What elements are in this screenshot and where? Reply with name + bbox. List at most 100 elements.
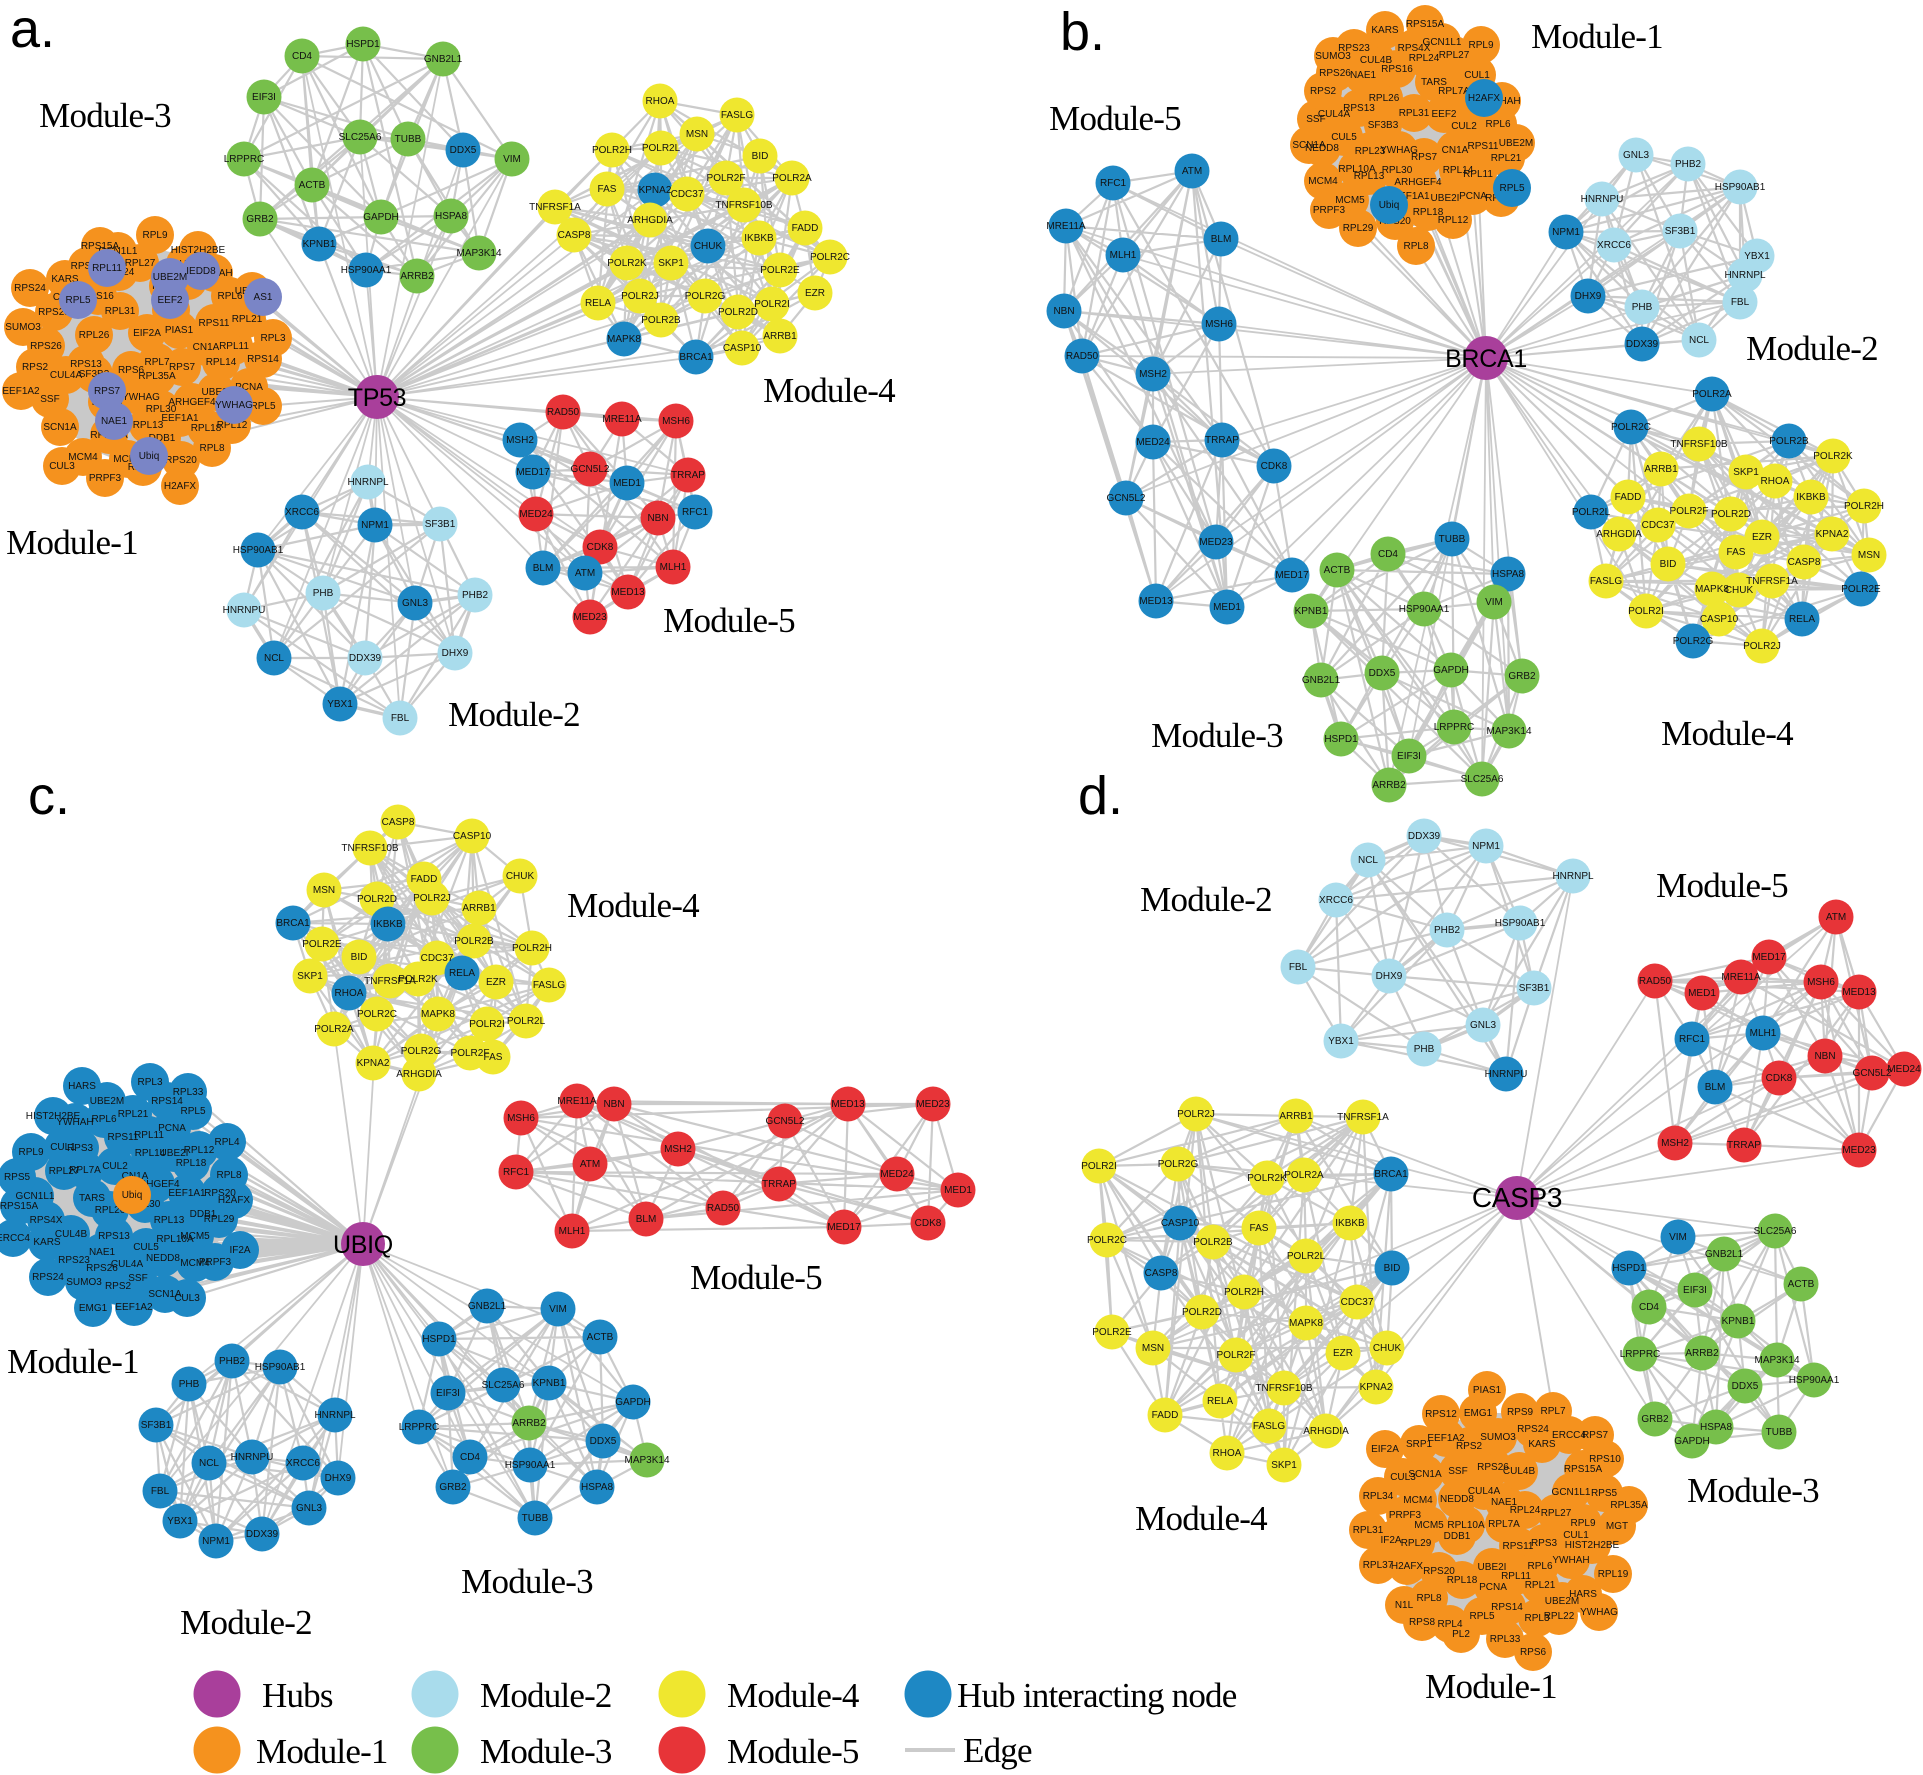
svg-text:NEDD8: NEDD8 <box>1440 1494 1474 1505</box>
svg-text:CASP8: CASP8 <box>1145 1268 1178 1279</box>
svg-text:CUL4A: CUL4A <box>1318 109 1351 120</box>
svg-text:HNRNPL: HNRNPL <box>314 1410 356 1421</box>
svg-text:POLR2K: POLR2K <box>1813 451 1853 462</box>
svg-text:MSH2: MSH2 <box>1661 1138 1689 1149</box>
svg-text:RPL29: RPL29 <box>204 1214 235 1225</box>
svg-text:GAPDH: GAPDH <box>615 1397 651 1408</box>
svg-text:RPL30: RPL30 <box>146 404 177 415</box>
svg-text:FAS: FAS <box>484 1052 503 1063</box>
svg-text:DDX39: DDX39 <box>246 1529 279 1540</box>
svg-text:RPL27: RPL27 <box>1541 1508 1572 1519</box>
svg-text:TRRAP: TRRAP <box>762 1179 796 1190</box>
svg-text:BRCA1: BRCA1 <box>1445 345 1527 373</box>
svg-text:CUL4A: CUL4A <box>111 1259 144 1270</box>
svg-text:TNFRSF10B: TNFRSF10B <box>341 843 399 854</box>
svg-text:TNFRSF10B: TNFRSF10B <box>1255 1383 1313 1394</box>
svg-text:RPL31: RPL31 <box>1353 1525 1384 1536</box>
svg-text:RPL18: RPL18 <box>191 423 222 434</box>
svg-text:RPS15A: RPS15A <box>1564 1464 1603 1475</box>
svg-text:RPS15A: RPS15A <box>0 1201 39 1212</box>
svg-text:MCM5: MCM5 <box>1335 195 1365 206</box>
svg-text:SF3B1: SF3B1 <box>425 519 456 530</box>
svg-text:EEF1A1: EEF1A1 <box>161 413 199 424</box>
svg-text:MAPK8: MAPK8 <box>607 334 641 345</box>
svg-text:ACTB: ACTB <box>1788 1279 1815 1290</box>
svg-text:NCL: NCL <box>199 1458 219 1469</box>
svg-text:SCN1A: SCN1A <box>1408 1469 1442 1480</box>
svg-text:RPL10A: RPL10A <box>156 1234 194 1245</box>
svg-text:RELA: RELA <box>449 968 475 979</box>
svg-text:EEF2: EEF2 <box>157 295 182 306</box>
svg-text:ACTB: ACTB <box>587 1332 614 1343</box>
svg-text:POLR2E: POLR2E <box>760 265 800 276</box>
svg-text:ATM: ATM <box>580 1159 600 1170</box>
svg-text:POLR2F: POLR2F <box>451 1048 490 1059</box>
svg-text:CDC37: CDC37 <box>671 189 704 200</box>
svg-text:DDX39: DDX39 <box>349 653 382 664</box>
svg-text:Ubiq: Ubiq <box>122 1190 143 1201</box>
svg-text:SKP1: SKP1 <box>297 971 323 982</box>
svg-text:IKBKB: IKBKB <box>744 233 774 244</box>
svg-text:UBE2I: UBE2I <box>160 1148 189 1159</box>
svg-text:a.: a. <box>10 0 55 59</box>
svg-text:GCN5L2: GCN5L2 <box>766 1116 805 1127</box>
svg-text:EEF1A2: EEF1A2 <box>115 1302 153 1313</box>
svg-text:RPS6: RPS6 <box>1520 1647 1547 1658</box>
svg-text:EZR: EZR <box>486 977 506 988</box>
svg-text:CUL3: CUL3 <box>49 461 75 472</box>
svg-text:ARHGEF4: ARHGEF4 <box>168 397 216 408</box>
svg-text:BID: BID <box>752 151 769 162</box>
svg-text:HNRNPL: HNRNPL <box>347 477 389 488</box>
svg-text:AS1: AS1 <box>254 292 273 303</box>
svg-text:RPL7: RPL7 <box>144 357 169 368</box>
svg-text:RPL13: RPL13 <box>1354 171 1385 182</box>
svg-text:Module-4: Module-4 <box>727 1676 859 1715</box>
svg-text:CUL4A: CUL4A <box>1468 1486 1501 1497</box>
svg-text:SKP1: SKP1 <box>658 258 684 269</box>
svg-text:CDC37: CDC37 <box>1642 520 1675 531</box>
svg-text:RPS16: RPS16 <box>82 291 114 302</box>
svg-text:EZR: EZR <box>805 288 825 299</box>
svg-text:DDX5: DDX5 <box>1732 1381 1759 1392</box>
svg-text:MED23: MED23 <box>1199 537 1233 548</box>
svg-text:LRPPRC: LRPPRC <box>1434 722 1475 733</box>
svg-text:TRRAP: TRRAP <box>1727 1140 1761 1151</box>
svg-text:RPL7A: RPL7A <box>69 1165 101 1176</box>
svg-text:BID: BID <box>351 952 368 963</box>
svg-text:PRPF3: PRPF3 <box>1389 1510 1422 1521</box>
svg-text:CUL2: CUL2 <box>1451 121 1477 132</box>
svg-text:RPL4: RPL4 <box>1437 1619 1462 1630</box>
svg-text:b.: b. <box>1060 2 1105 62</box>
svg-text:MED13: MED13 <box>831 1099 865 1110</box>
svg-text:MCM4: MCM4 <box>180 1258 210 1269</box>
svg-text:RPL26: RPL26 <box>1369 93 1400 104</box>
svg-text:RPL12: RPL12 <box>217 420 248 431</box>
svg-text:BLM: BLM <box>533 563 554 574</box>
svg-text:FADD: FADD <box>792 223 819 234</box>
svg-text:BLM: BLM <box>1211 234 1232 245</box>
svg-text:DDX5: DDX5 <box>450 145 477 156</box>
svg-text:RPL7A: RPL7A <box>1488 1519 1520 1530</box>
svg-text:POLR2J: POLR2J <box>1177 1109 1215 1120</box>
svg-text:c.: c. <box>28 766 70 826</box>
svg-text:RPL29: RPL29 <box>1401 1538 1432 1549</box>
svg-text:RPL37: RPL37 <box>1363 1560 1394 1571</box>
svg-text:H2AFX: H2AFX <box>218 1195 251 1206</box>
svg-text:ARHGDIA: ARHGDIA <box>396 1069 442 1080</box>
svg-text:FADD: FADD <box>411 874 438 885</box>
svg-text:MGT: MGT <box>1606 1521 1628 1532</box>
svg-text:XRCC6: XRCC6 <box>1319 895 1353 906</box>
svg-text:GCN1L1: GCN1L1 <box>1552 1487 1591 1498</box>
svg-text:IKBKB: IKBKB <box>373 919 403 930</box>
svg-text:GCN5L2: GCN5L2 <box>571 464 610 475</box>
svg-text:MSH2: MSH2 <box>664 1144 692 1155</box>
svg-text:LRPPRC: LRPPRC <box>399 1422 440 1433</box>
svg-text:CUL4B: CUL4B <box>1360 55 1393 66</box>
svg-text:SF3B1: SF3B1 <box>141 1420 172 1431</box>
svg-text:CUL1: CUL1 <box>1464 70 1490 81</box>
svg-text:Ubiq: Ubiq <box>139 451 160 462</box>
svg-text:HSPD1: HSPD1 <box>422 1334 456 1345</box>
svg-text:RPL33: RPL33 <box>173 1087 204 1098</box>
svg-text:RPL9: RPL9 <box>1570 1518 1595 1529</box>
svg-text:MAPK8: MAPK8 <box>1695 584 1729 595</box>
